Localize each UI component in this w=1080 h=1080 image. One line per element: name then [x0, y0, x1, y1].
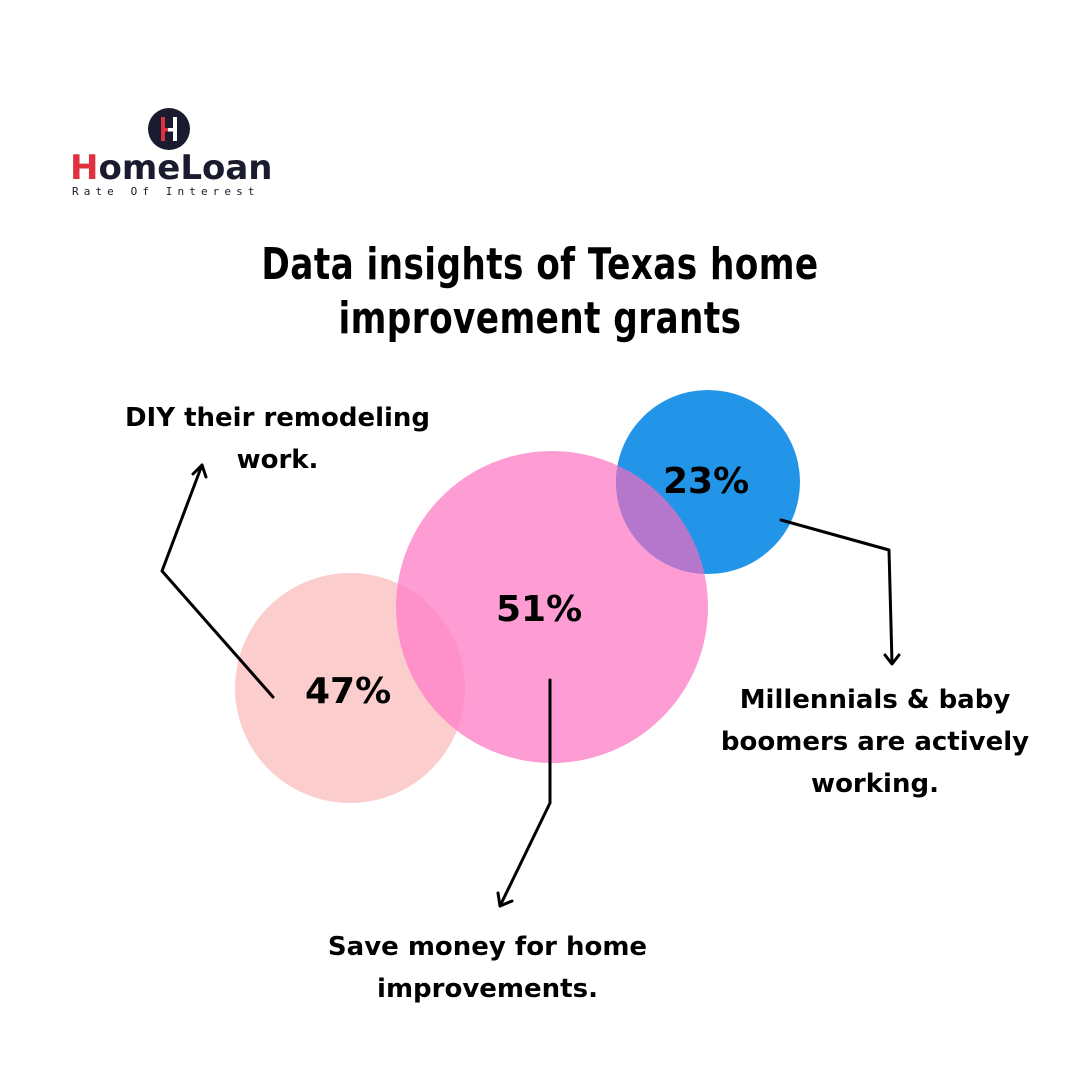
- label-save-money: Save money for home improvements.: [327, 932, 648, 1004]
- homeloan-logo: HomeLoan Rate Of Interest: [60, 100, 280, 200]
- logo-tagline: Rate Of Interest: [72, 185, 260, 198]
- logo-h-badge-icon: [148, 108, 190, 150]
- arrow-icon-millennials: [779, 518, 894, 665]
- stat-value-47: 47%: [305, 671, 392, 712]
- logo-wordmark: HomeLoan: [70, 150, 273, 186]
- logo-wordmark-h: H: [70, 148, 99, 188]
- label-millennials: Millennials & baby boomers are actively …: [720, 685, 1030, 799]
- logo-wordmark-rest: omeLoan: [98, 148, 273, 188]
- label-diy: DIY their remodeling work.: [124, 403, 431, 475]
- bubble-overlap: [616, 390, 800, 574]
- stat-value-23: 23%: [663, 461, 750, 502]
- page-title: Data insights of Texas home improvement …: [261, 239, 819, 344]
- stat-value-51: 51%: [496, 589, 583, 630]
